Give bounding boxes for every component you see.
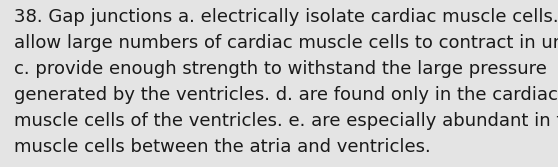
Text: muscle cells between the atria and ventricles.: muscle cells between the atria and ventr… — [14, 138, 431, 156]
Text: generated by the ventricles. d. are found only in the cardiac: generated by the ventricles. d. are foun… — [14, 86, 558, 104]
Text: muscle cells of the ventricles. e. are especially abundant in the: muscle cells of the ventricles. e. are e… — [14, 112, 558, 130]
Text: c. provide enough strength to withstand the large pressure: c. provide enough strength to withstand … — [14, 60, 547, 78]
Text: 38. Gap junctions a. electrically isolate cardiac muscle cells. b.: 38. Gap junctions a. electrically isolat… — [14, 8, 558, 26]
Text: allow large numbers of cardiac muscle cells to contract in unison.: allow large numbers of cardiac muscle ce… — [14, 34, 558, 52]
